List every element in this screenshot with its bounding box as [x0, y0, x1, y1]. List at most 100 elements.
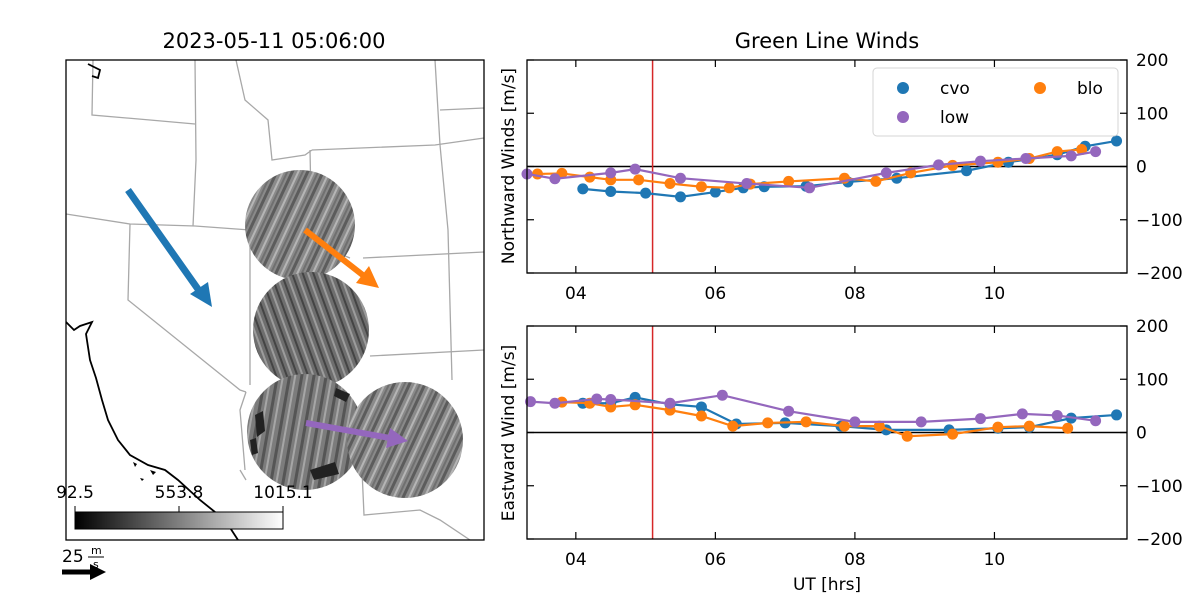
coastline — [66, 320, 239, 540]
arrow-low — [305, 420, 408, 448]
north-point-cvo — [577, 183, 589, 195]
east-point-low — [1051, 409, 1063, 421]
legend-marker-low — [897, 111, 909, 123]
eastward-plot-area: 04 06 08 10 200 100 0 −100 −200 — [524, 317, 1183, 570]
north-ytick-label: 0 — [1136, 158, 1147, 178]
north-point-blo — [992, 156, 1004, 168]
northward-wind-panel: Northward Winds [m/s] 04 06 08 10 200 100 0 −10… — [499, 51, 1183, 304]
northward-plot-area: 04 06 08 10 200 100 0 −100 −200 — [521, 51, 1183, 304]
north-point-blo — [633, 174, 645, 186]
wind-arrows — [125, 187, 408, 448]
scale-arrow-value: 25 — [62, 547, 84, 567]
north-point-cvo — [709, 186, 721, 198]
east-point-blo — [762, 417, 774, 429]
north-point-blo — [1051, 146, 1063, 158]
legend-label-blo: blo — [1077, 79, 1103, 99]
legend-marker-cvo — [897, 82, 909, 94]
colorbar-tick-max: 1015.1 — [253, 483, 312, 503]
northward-ylabel: Northward Winds [m/s] — [499, 68, 519, 264]
scale-arrow-unit-num: m — [91, 544, 102, 557]
east-ytick-label: 0 — [1136, 424, 1147, 444]
colorbar-tick-mid: 553.8 — [155, 483, 204, 503]
east-point-blo — [873, 420, 885, 432]
north-point-blo — [947, 159, 959, 171]
east-point-blo — [695, 410, 707, 422]
north-point-low — [605, 167, 617, 179]
north-series-line-cvo — [582, 139, 1117, 198]
north-ytick-label: −200 — [1136, 264, 1183, 284]
east-point-low — [915, 416, 927, 428]
north-point-cvo — [640, 187, 652, 199]
east-point-low — [1016, 408, 1028, 420]
wind-panels-xlabel: UT [hrs] — [793, 575, 861, 595]
east-point-low — [849, 416, 861, 428]
arrow-cvo — [125, 187, 212, 307]
scale-arrow: 25 m s — [62, 544, 106, 580]
east-point-blo — [992, 421, 1004, 433]
east-xtick-label: 04 — [565, 550, 587, 570]
north-point-cvo — [1111, 135, 1123, 147]
legend-label-cvo: cvo — [940, 79, 970, 99]
eastward-wind-panel: Eastward Wind [m/s] 04 06 08 10 200 100 0 −100 −… — [499, 317, 1183, 570]
arrow-blo — [303, 227, 379, 288]
imager-cvo-area — [247, 374, 363, 490]
north-point-low — [629, 163, 641, 175]
legend-box — [872, 67, 1119, 137]
north-ytick-label: 100 — [1136, 104, 1168, 124]
east-point-blo — [727, 420, 739, 432]
north-point-low — [1090, 146, 1102, 158]
east-point-cvo — [1111, 409, 1123, 421]
east-point-low — [716, 389, 728, 401]
north-point-blo — [1076, 143, 1088, 155]
eastward-ylabel: Eastward Wind [m/s] — [499, 345, 519, 521]
east-point-blo — [1023, 420, 1035, 432]
east-xtick-label: 10 — [984, 550, 1006, 570]
east-point-blo — [901, 430, 913, 442]
map-area — [66, 60, 484, 540]
east-point-low — [591, 393, 603, 405]
north-point-blo — [664, 178, 676, 190]
north-point-low — [1020, 153, 1032, 165]
colorbar-tick-min: 92.5 — [56, 483, 94, 503]
north-ytick-label: 200 — [1136, 51, 1168, 71]
legend-marker-blo — [1034, 82, 1046, 94]
north-xtick-label: 06 — [705, 284, 727, 304]
east-ytick-label: 200 — [1136, 317, 1168, 337]
north-point-cvo — [605, 186, 617, 198]
east-point-low — [664, 397, 676, 409]
north-point-blo — [783, 175, 795, 187]
east-point-low — [1090, 415, 1102, 427]
north-point-low — [741, 178, 753, 190]
north-point-blo — [695, 181, 707, 193]
scale-arrow-head — [90, 564, 106, 580]
north-point-low — [1065, 150, 1077, 162]
north-point-low — [674, 172, 686, 184]
east-ytick-label: 100 — [1136, 370, 1168, 390]
northward-axes-frame — [526, 59, 1128, 274]
east-point-blo — [947, 428, 959, 440]
east-ytick-label: −200 — [1136, 530, 1183, 550]
east-point-blo — [800, 416, 812, 428]
east-xtick-label: 06 — [705, 550, 727, 570]
east-point-low — [524, 396, 536, 408]
imager-mid — [253, 272, 369, 388]
east-series-line-blo — [561, 401, 1068, 438]
legend-label-low: low — [940, 108, 969, 128]
scale-arrow-unit-den: s — [93, 558, 99, 571]
north-point-cvo — [961, 165, 973, 177]
east-xtick-label: 08 — [844, 550, 866, 570]
north-xtick-label: 08 — [844, 284, 866, 304]
north-point-low — [933, 159, 945, 171]
north-xtick-label: 04 — [565, 284, 587, 304]
east-point-low — [974, 413, 986, 425]
north-xtick-label: 10 — [984, 284, 1006, 304]
north-point-low — [804, 182, 816, 194]
east-ytick-label: −100 — [1136, 477, 1183, 497]
north-point-blo — [531, 168, 543, 180]
map-frame — [65, 59, 485, 541]
north-point-low — [880, 167, 892, 179]
north-point-blo — [723, 182, 735, 194]
north-point-cvo — [674, 191, 686, 203]
east-point-blo — [838, 420, 850, 432]
